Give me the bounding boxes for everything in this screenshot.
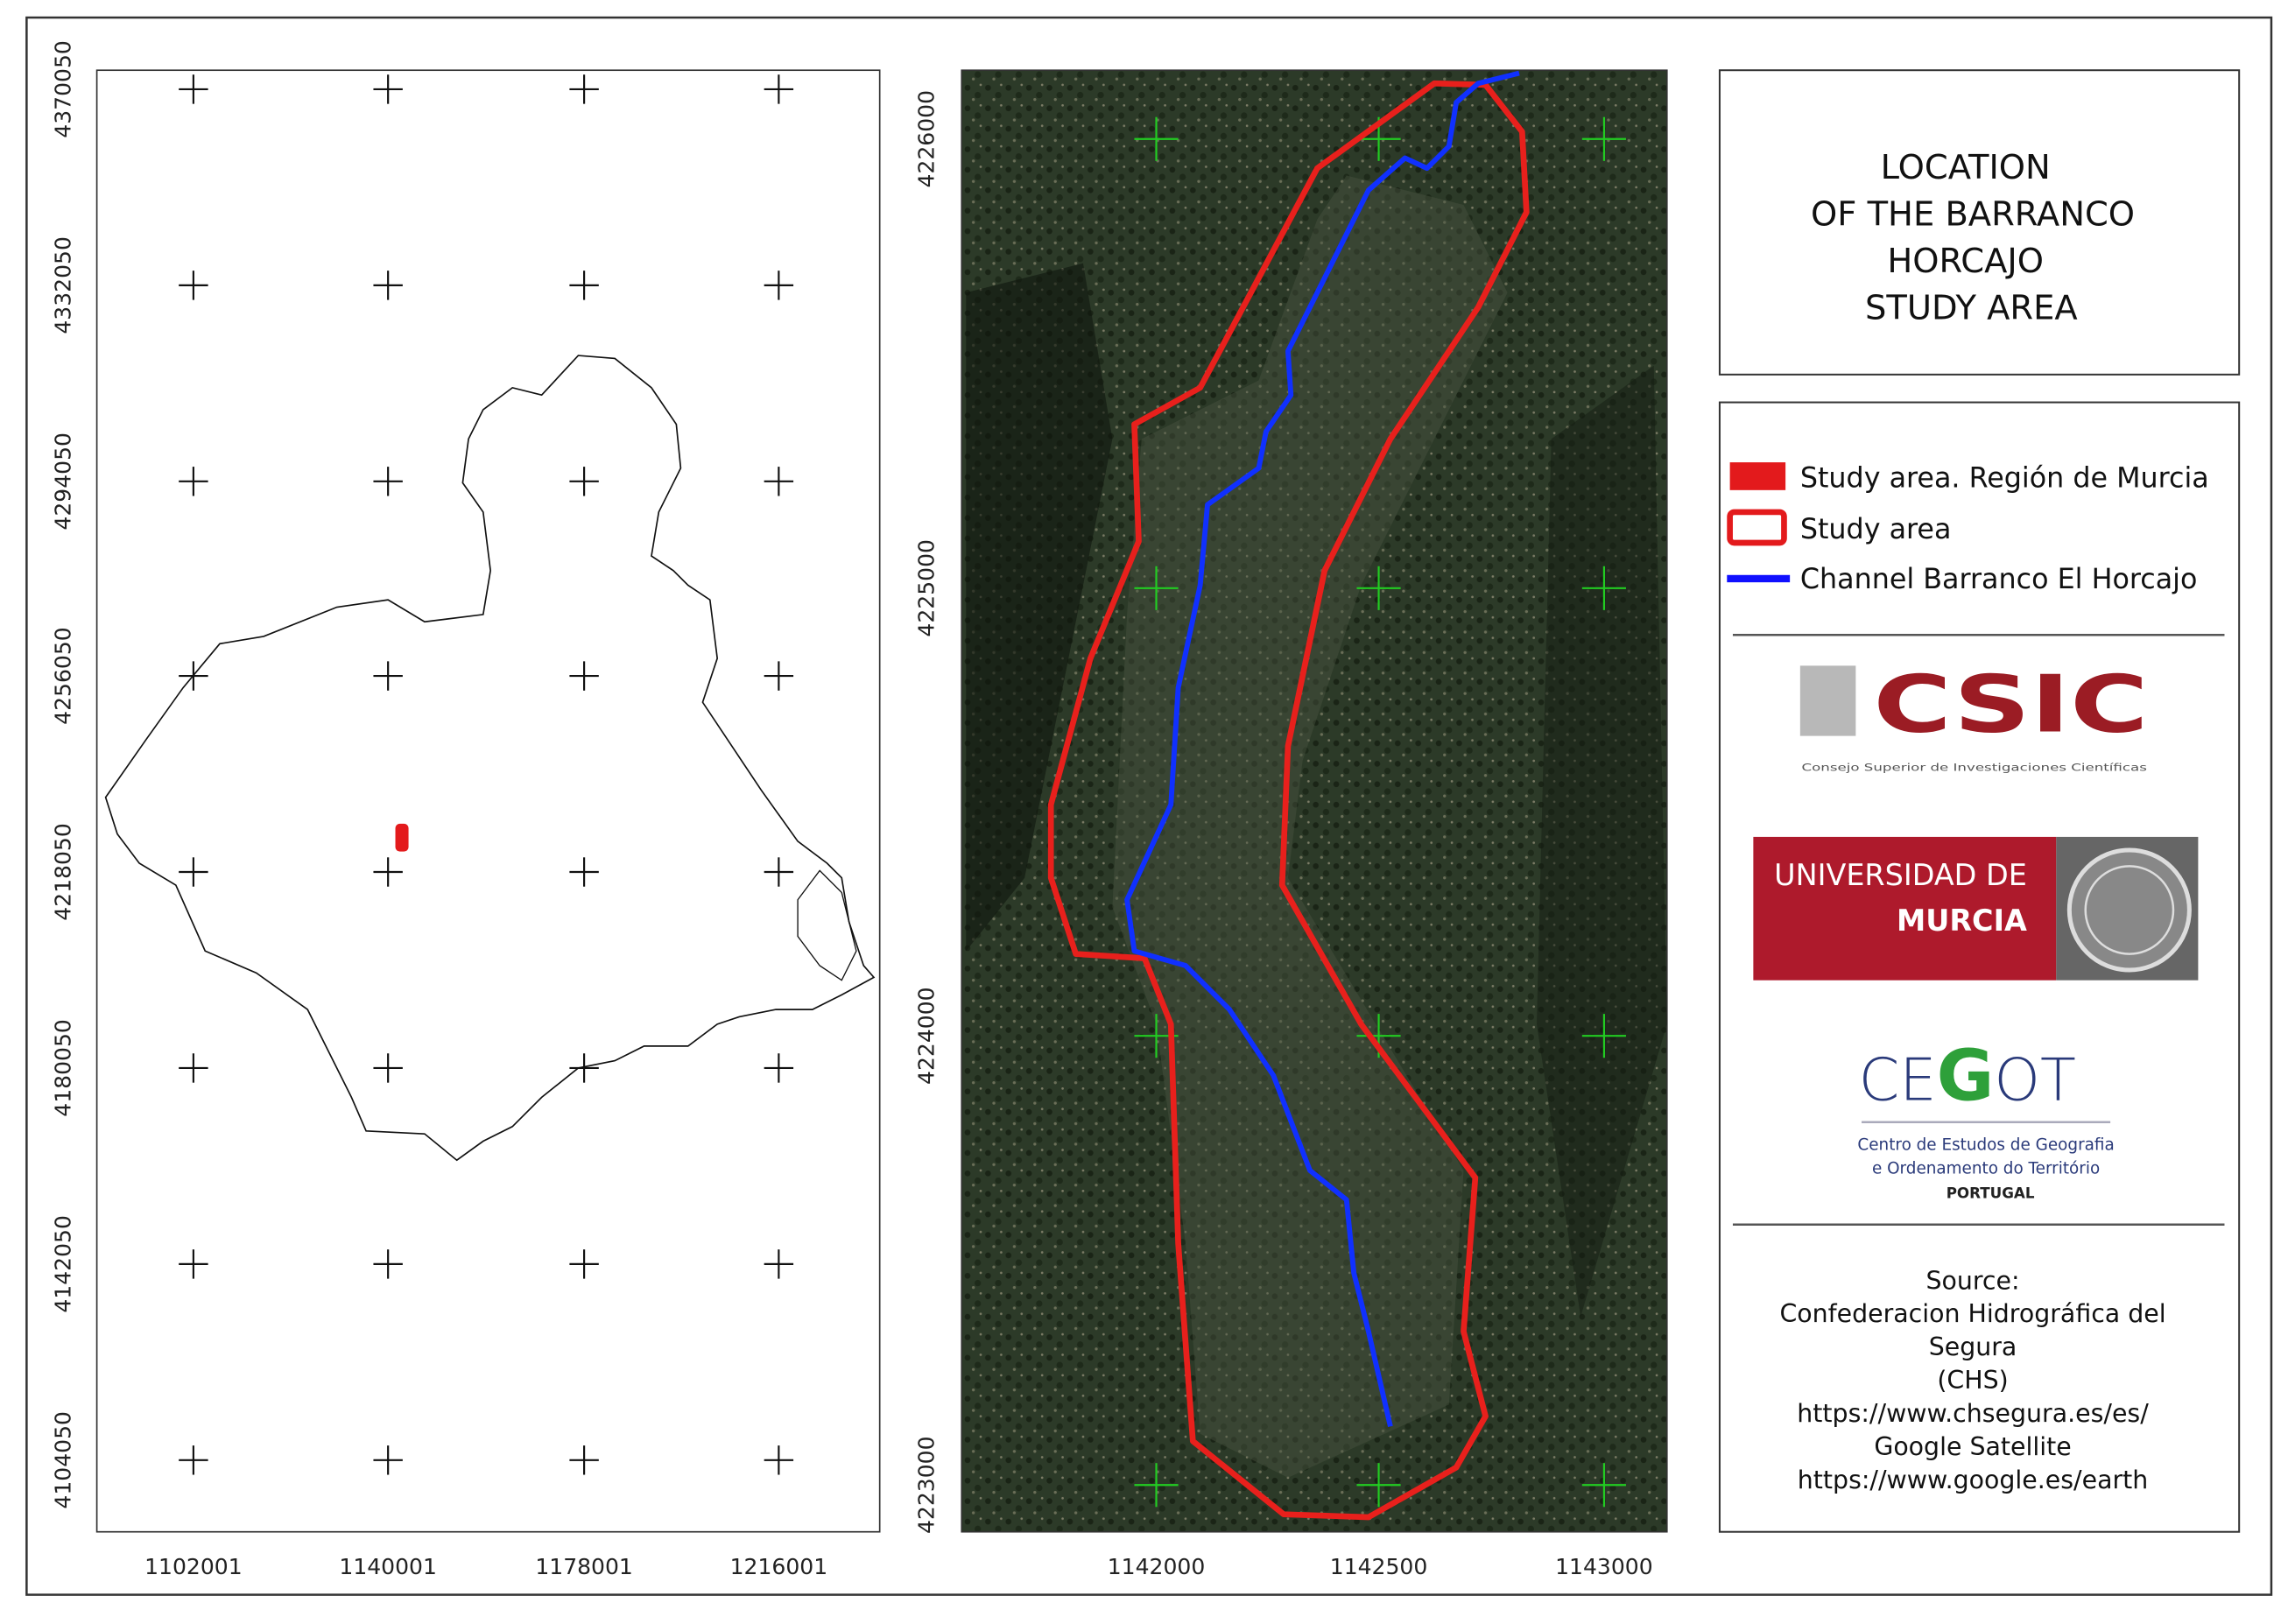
csic-logo-subtitle: Consejo Superior de Investigaciones Cien… — [1802, 762, 2147, 774]
cegot-logo-line3: PORTUGAL — [1947, 1185, 2035, 1202]
legend-label: Channel Barranco El Horcajo — [1800, 564, 2198, 595]
terrain-shadow — [1537, 365, 1667, 1318]
y-tick-label: 4218050 — [51, 823, 76, 921]
um-logo-line1: UNIVERSIDAD DE — [1774, 858, 2027, 892]
legend-symbol-blue-line — [1727, 574, 1791, 583]
murcia-region-outline — [104, 355, 876, 1162]
y-tick-label: 4180050 — [51, 1019, 76, 1117]
overview-map: 1102001 1140001 1178001 1216001 4370050 4332… — [51, 40, 881, 1579]
source-line: (CHS) — [1937, 1366, 2008, 1395]
y-tick-label: 4224000 — [914, 987, 940, 1085]
x-tick-label: 1142000 — [1108, 1554, 1206, 1579]
cegot-logo-line1: Centro de Estudos de Geografia — [1857, 1136, 2114, 1155]
map-title-line: OF THE BARRANCO — [1811, 194, 2135, 234]
source-line: https://www.google.es/earth — [1798, 1466, 2149, 1494]
legend-box: Study area. Región de Murcia Study area … — [1718, 401, 2241, 1533]
legend-symbol-filled-red — [1729, 462, 1786, 490]
legend-symbol-red-outline — [1727, 509, 1787, 546]
source-line: Google Satellite — [1874, 1432, 2071, 1461]
universidad-murcia-logo: UNIVERSIDAD DE MURCIA — [1753, 836, 2199, 981]
y-tick-label: 4256050 — [51, 627, 76, 725]
x-tick-label: 1102001 — [144, 1554, 243, 1579]
study-area-marker — [395, 823, 409, 852]
csic-logo-name: CSIC — [1873, 659, 2148, 751]
channel-line — [1124, 70, 1520, 1428]
y-tick-label: 4226000 — [914, 90, 940, 188]
legend-label: Study area. Región de Murcia — [1800, 463, 2209, 495]
legend-label: Study area — [1800, 514, 1952, 545]
y-tick-label: 4332050 — [51, 236, 76, 334]
map-title-line: LOCATION — [1881, 148, 2051, 187]
y-tick-label: 4294050 — [51, 432, 76, 531]
y-tick-label: 4223000 — [914, 1436, 940, 1534]
cegot-logo-line2: e Ordenamento do Território — [1872, 1159, 2100, 1178]
source-line: Confederacion Hidrográfica del — [1779, 1299, 2165, 1328]
source-line: https://www.chsegura.es/es/ — [1797, 1399, 2149, 1428]
coastal-lagoon-outline — [797, 869, 857, 981]
y-tick-label: 4104050 — [51, 1411, 76, 1509]
y-tick-label: 4225000 — [914, 539, 940, 637]
y-tick-label: 4370050 — [51, 40, 76, 138]
y-tick-label: 4142050 — [51, 1215, 76, 1313]
x-tick-label: 1140001 — [339, 1554, 437, 1579]
terrain-shadow — [966, 263, 1113, 952]
detail-map: 1142000 1142500 1143000 4226000 4225000 4224… — [914, 69, 1668, 1579]
x-tick-label: 1143000 — [1555, 1554, 1653, 1579]
grid-crosses — [179, 74, 794, 1475]
cegot-logo-name: CEGOT — [1859, 1036, 2076, 1117]
csic-logo: CSIC Consejo Superior de Investigaciones… — [1799, 659, 2149, 774]
um-logo-line2: MURCIA — [1897, 903, 2027, 938]
x-tick-label: 1178001 — [535, 1554, 633, 1579]
map-title-line: HORCAJO — [1887, 242, 2044, 281]
x-tick-label: 1216001 — [730, 1554, 828, 1579]
source-line: Source: — [1926, 1266, 2020, 1295]
grid-crosses — [1134, 116, 1626, 1508]
study-area-polygon — [1047, 80, 1530, 1521]
cegot-logo: CEGOT Centro de Estudos de Geografia e O… — [1857, 1036, 2114, 1202]
map-title-line: STUDY AREA — [1865, 288, 2078, 327]
x-tick-label: 1142500 — [1330, 1554, 1428, 1579]
title-box: LOCATION OF THE BARRANCO HORCAJO STUDY A… — [1718, 69, 2241, 376]
source-text: Source: Confederacion Hidrográfica del Seg… — [1779, 1266, 2165, 1494]
source-line: Segura — [1929, 1332, 2017, 1361]
